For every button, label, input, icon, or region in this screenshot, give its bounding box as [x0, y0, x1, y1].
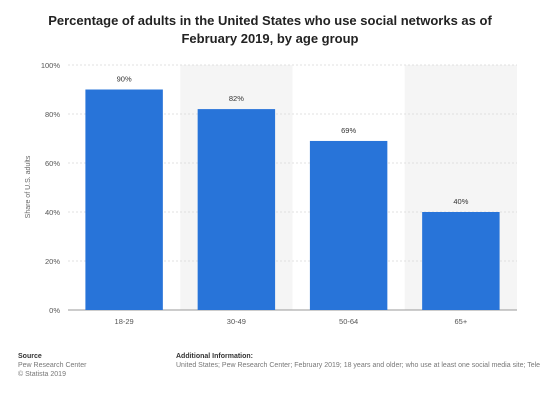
- data-label: 90%: [117, 75, 132, 84]
- y-tick-label: 80%: [45, 110, 60, 119]
- source-line: Pew Research Center: [18, 362, 87, 369]
- chart-title: Percentage of adults in the United State…: [48, 13, 492, 46]
- additional-info-block: Additional Information: United States; P…: [176, 352, 540, 370]
- copyright-line: © Statista 2019: [18, 371, 66, 378]
- x-tick-label: 50-64: [339, 317, 358, 326]
- y-tick-label: 40%: [45, 208, 60, 217]
- bar-50-64: [309, 140, 388, 310]
- data-label: 69%: [341, 126, 356, 135]
- additional-info-heading: Additional Information:: [176, 353, 253, 360]
- x-axis-ticks: 18-29 30-49 50-64 65+: [115, 317, 468, 326]
- y-tick-label: 20%: [45, 257, 60, 266]
- source-block: Source Pew Research Center © Statista 20…: [18, 352, 168, 379]
- bar-65+: [422, 212, 500, 310]
- bar-chart: 0%20%40%60%80%100% Share of U.S. adults …: [25, 61, 517, 326]
- y-tick-label: 100%: [41, 61, 61, 70]
- y-axis-ticks: 0% 20% 40% 60% 80% 100%: [41, 61, 61, 315]
- additional-info-text: United States; Pew Research Center; Febr…: [176, 362, 540, 369]
- bars: 90% 82% 69% 40%: [85, 75, 500, 310]
- bar-18-29: [85, 89, 163, 310]
- y-tick-label: 60%: [45, 159, 60, 168]
- y-axis-label: Share of U.S. adults: [25, 155, 32, 218]
- data-label: 40%: [453, 197, 468, 206]
- bar-30-49: [197, 109, 276, 310]
- x-tick-label: 18-29: [115, 317, 134, 326]
- x-tick-label: 65+: [455, 317, 468, 326]
- x-tick-label: 30-49: [227, 317, 246, 326]
- data-label: 82%: [229, 94, 244, 103]
- y-tick-label: 0%: [49, 306, 60, 315]
- source-heading: Source: [18, 353, 42, 360]
